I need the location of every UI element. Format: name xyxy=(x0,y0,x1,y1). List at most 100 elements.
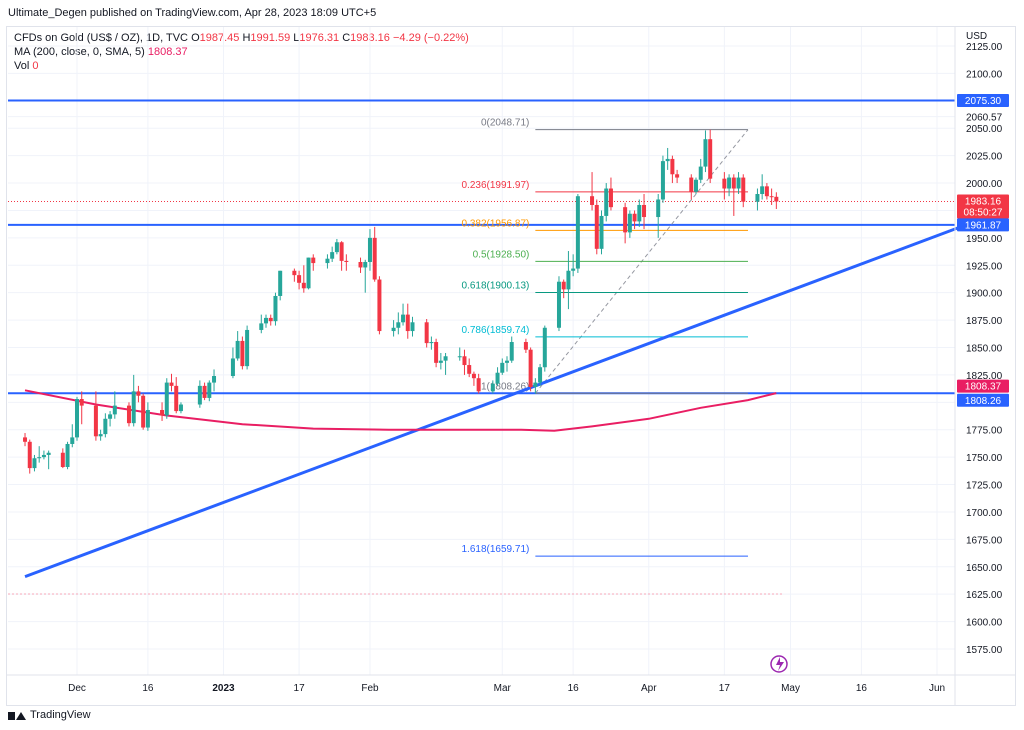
candle-body xyxy=(197,385,202,405)
candle xyxy=(46,450,51,470)
candle xyxy=(764,183,769,200)
candle xyxy=(245,325,250,370)
candle xyxy=(297,270,302,290)
fib-retracement[interactable]: 0(2048.71) 0.236(1991.97) 0.382(1956.87) 0.… xyxy=(462,118,749,557)
candle-body xyxy=(533,382,538,387)
candle xyxy=(325,254,330,269)
publisher-note: Ultimate_Degen published on TradingView.… xyxy=(8,7,377,19)
candle-body xyxy=(405,314,410,332)
candle-body xyxy=(500,362,505,373)
candle xyxy=(571,254,576,277)
candle-body xyxy=(136,391,141,396)
candle-body xyxy=(112,405,117,415)
candle xyxy=(131,374,136,427)
candle xyxy=(736,172,741,195)
candle xyxy=(169,373,174,392)
candle-body xyxy=(240,340,245,367)
candle-body xyxy=(642,204,647,218)
y-tick-label: 1825.00 xyxy=(966,371,1003,382)
candle-body xyxy=(160,409,165,416)
candle xyxy=(538,363,543,386)
price-tag: 1808.26 xyxy=(957,393,1009,407)
trendline xyxy=(24,225,962,579)
candle xyxy=(391,320,396,337)
candle-body xyxy=(79,399,84,406)
candle xyxy=(542,325,547,372)
countdown-label: 08:50:27 xyxy=(964,208,1003,219)
legend-low-value: 1976.31 xyxy=(299,32,340,44)
candle-body xyxy=(131,391,136,424)
y-tick-label: 1925.00 xyxy=(966,261,1003,272)
candle-body xyxy=(632,213,637,222)
candle-body xyxy=(599,215,604,249)
candle-body xyxy=(344,260,349,262)
candle-body xyxy=(330,252,335,259)
y-tick-label: 1600.00 xyxy=(966,618,1003,629)
x-tick-label: 17 xyxy=(294,683,306,694)
candle xyxy=(642,194,647,230)
candle xyxy=(632,210,637,230)
candle xyxy=(396,312,401,335)
candle xyxy=(32,454,37,472)
candle xyxy=(273,292,278,326)
candle xyxy=(462,349,467,375)
candle-body xyxy=(292,270,297,276)
fib-level-label: 0.382(1956.87) xyxy=(462,218,530,229)
candle-body xyxy=(37,457,42,459)
candle-body xyxy=(656,199,661,218)
candle xyxy=(656,194,661,238)
candle-body xyxy=(774,196,779,202)
candle xyxy=(178,402,183,414)
candle-body xyxy=(736,177,741,189)
candle-body xyxy=(75,399,79,438)
candle-body xyxy=(235,340,240,359)
candle xyxy=(264,314,269,328)
candle xyxy=(434,338,439,368)
event-icon[interactable] xyxy=(770,655,788,673)
candle-body xyxy=(462,356,467,366)
fib-level-label: 1(1808.26) xyxy=(481,381,529,392)
candle-body xyxy=(339,242,344,261)
candle xyxy=(424,318,429,348)
y-tick-label: 1575.00 xyxy=(966,645,1003,656)
candle-body xyxy=(268,317,273,322)
legend-low-label: L xyxy=(293,32,300,44)
footer-brand: TradingView xyxy=(30,709,91,721)
ma200-line xyxy=(24,389,777,432)
y-tick-label: 1900.00 xyxy=(966,289,1003,300)
candle xyxy=(731,174,736,216)
candle xyxy=(727,174,732,197)
candle xyxy=(528,347,533,392)
candle xyxy=(722,172,727,200)
x-tick-label: Mar xyxy=(494,683,512,694)
candle xyxy=(703,130,708,173)
candle xyxy=(339,241,344,271)
candle-body xyxy=(311,257,316,264)
candle-body xyxy=(126,405,131,424)
candle-body xyxy=(708,139,713,179)
candle xyxy=(533,378,538,394)
candle-body xyxy=(108,414,113,419)
fib-level-label: 0.618(1900.13) xyxy=(462,281,530,292)
candle xyxy=(556,276,561,332)
chart-frame xyxy=(6,26,1016,706)
price-tag-label: 1808.37 xyxy=(965,382,1002,393)
legend-change: −4.29 (−0.22%) xyxy=(392,32,469,44)
candle-body xyxy=(665,158,670,162)
price-tag-label: 2075.30 xyxy=(965,96,1002,107)
candle-body xyxy=(145,409,150,428)
time-axis[interactable]: Dec 16 2023 17 Feb Mar 16 Apr 17 May 16 Jun xyxy=(6,674,1016,694)
candle-body xyxy=(429,342,434,344)
price-axis[interactable]: 1575.00 1600.00 1625.00 1650.00 1675.00 1700.… xyxy=(954,27,1003,706)
candle xyxy=(202,382,207,401)
y-tick-label: 1625.00 xyxy=(966,590,1003,601)
candle-body xyxy=(495,372,500,384)
legend-open-label: O xyxy=(191,32,200,44)
price-tag-bg xyxy=(957,93,1009,107)
y-tick-label: 2025.00 xyxy=(966,152,1003,163)
trendline-group[interactable] xyxy=(24,225,962,579)
fib-level-label: 0.5(1928.50) xyxy=(473,249,530,260)
candle-body xyxy=(556,281,561,328)
candle xyxy=(590,172,595,211)
